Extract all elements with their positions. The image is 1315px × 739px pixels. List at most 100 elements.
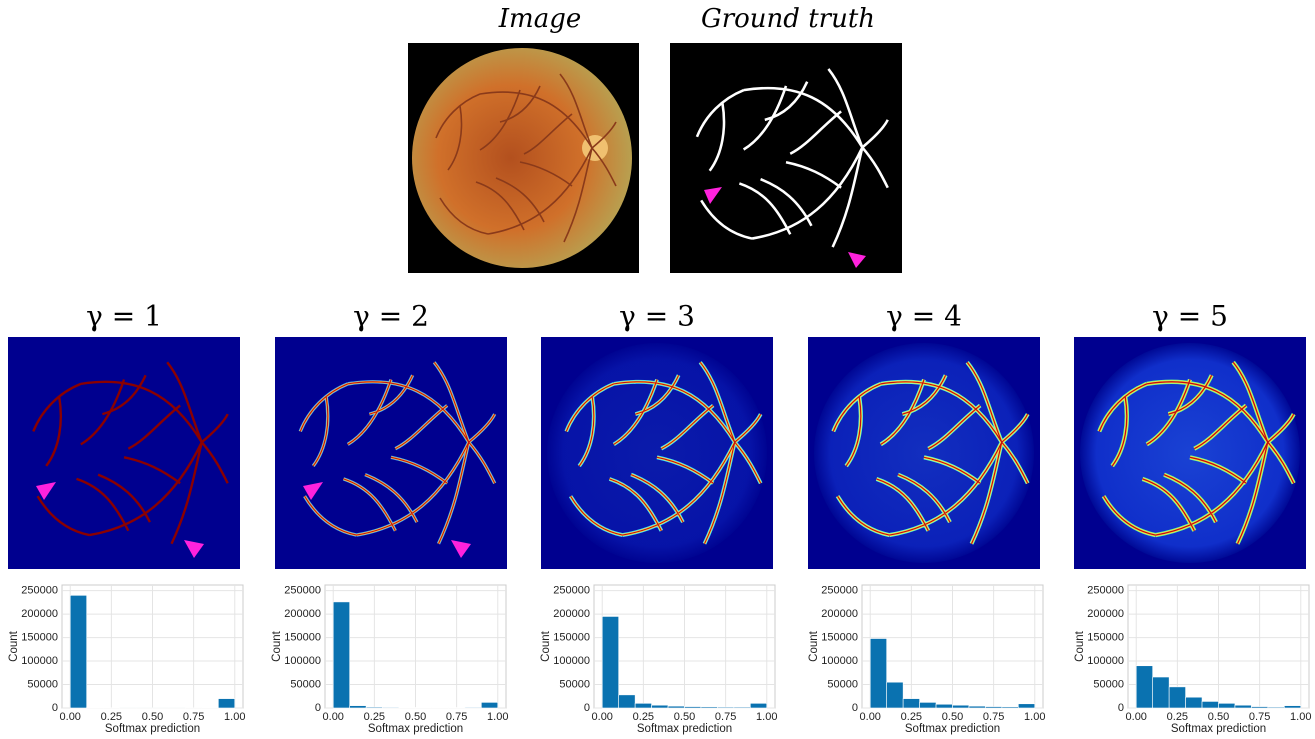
bar — [750, 703, 768, 709]
y-tick-label: 50000 — [827, 678, 858, 690]
bar — [1018, 703, 1036, 709]
x-axis-label: Softmax prediction — [637, 723, 732, 735]
heatmap-glow — [1080, 343, 1300, 563]
y-tick-label: 150000 — [284, 631, 321, 643]
y-tick-label: 200000 — [284, 608, 321, 620]
y-tick-label: 150000 — [1087, 631, 1124, 643]
bar — [1152, 676, 1170, 709]
arrow-marker — [36, 482, 56, 500]
bar — [332, 601, 350, 709]
y-tick-label: 0 — [584, 702, 590, 714]
x-tick-label: 0.50 — [942, 711, 963, 723]
x-axis-label: Softmax prediction — [905, 723, 1000, 735]
y-tick-label: 100000 — [1087, 655, 1124, 667]
x-tick-label: 0.00 — [1126, 711, 1147, 723]
y-tick-label: 200000 — [821, 608, 858, 620]
x-axis-label: Softmax prediction — [1171, 723, 1266, 735]
y-tick-label: 150000 — [821, 631, 858, 643]
x-tick-label: 1.00 — [1024, 711, 1045, 723]
heatmap-glow — [814, 343, 1034, 563]
y-tick-label: 50000 — [559, 678, 590, 690]
bar — [218, 698, 236, 709]
y-tick-label: 100000 — [553, 655, 590, 667]
bar — [684, 706, 702, 709]
x-tick-label: 0.50 — [674, 711, 695, 723]
x-tick-label: 0.75 — [1249, 711, 1270, 723]
bar — [919, 702, 937, 709]
bar — [618, 694, 636, 709]
arrow-marker — [184, 540, 204, 558]
y-tick-label: 0 — [52, 702, 58, 714]
bar — [1185, 696, 1203, 709]
panel-title: γ = 1 — [86, 300, 162, 333]
heatmap-glow — [547, 343, 767, 563]
y-axis-label: Count — [8, 630, 20, 661]
x-tick-label: 0.00 — [592, 711, 613, 723]
y-tick-label: 250000 — [1087, 585, 1124, 597]
ground-truth-image — [670, 43, 902, 273]
x-axis-label: Softmax prediction — [105, 723, 200, 735]
x-tick-label: 0.75 — [183, 711, 204, 723]
y-tick-label: 200000 — [21, 608, 58, 620]
bar — [733, 706, 751, 709]
bar — [382, 706, 400, 709]
y-tick-label: 250000 — [21, 585, 58, 597]
y-tick-label: 250000 — [821, 585, 858, 597]
y-tick-label: 200000 — [553, 608, 590, 620]
x-tick-label: 0.25 — [101, 711, 122, 723]
x-tick-label: 0.25 — [901, 711, 922, 723]
x-tick-label: 1.00 — [224, 711, 245, 723]
x-tick-label: 0.00 — [60, 711, 81, 723]
bar — [935, 703, 953, 709]
bar — [481, 702, 499, 709]
y-axis-label: Count — [808, 630, 820, 661]
panel-title: γ = 5 — [1152, 300, 1228, 333]
y-tick-label: 0 — [315, 702, 321, 714]
x-tick-label: 0.75 — [983, 711, 1004, 723]
bar — [968, 705, 986, 709]
ground-truth-title: Ground truth — [701, 4, 875, 34]
y-axis-label: Count — [540, 630, 552, 661]
y-tick-label: 250000 — [284, 585, 321, 597]
bar — [717, 706, 735, 709]
arrow-marker — [451, 540, 471, 558]
heatmap-bg — [8, 337, 240, 569]
y-axis-label: Count — [1074, 630, 1086, 661]
panel-title: γ = 2 — [353, 300, 429, 333]
fundus-image — [408, 43, 639, 273]
y-tick-label: 250000 — [553, 585, 590, 597]
y-tick-label: 150000 — [21, 631, 58, 643]
bar — [902, 698, 920, 709]
bar — [651, 704, 669, 709]
bar — [1234, 704, 1252, 709]
y-tick-label: 50000 — [1093, 678, 1124, 690]
y-tick-label: 50000 — [27, 678, 58, 690]
panel-title: γ = 3 — [619, 300, 695, 333]
bar — [985, 706, 1003, 709]
x-tick-label: 0.25 — [1167, 711, 1188, 723]
bar — [1001, 706, 1019, 709]
x-tick-label: 0.00 — [323, 711, 344, 723]
y-tick-label: 100000 — [821, 655, 858, 667]
bar — [1135, 665, 1153, 709]
bar — [1201, 701, 1219, 709]
x-tick-label: 0.25 — [633, 711, 654, 723]
bar — [667, 705, 685, 709]
bar — [700, 706, 718, 709]
y-tick-label: 100000 — [21, 655, 58, 667]
bar — [1251, 706, 1269, 709]
bar — [952, 704, 970, 709]
heatmap-bg — [275, 337, 507, 569]
y-tick-label: 0 — [852, 702, 858, 714]
x-tick-label: 1.00 — [1290, 711, 1311, 723]
bar — [365, 706, 383, 709]
x-tick-label: 1.00 — [487, 711, 508, 723]
y-axis-label: Count — [271, 630, 283, 661]
bar — [601, 616, 619, 709]
bar — [69, 595, 87, 709]
x-tick-label: 0.50 — [142, 711, 163, 723]
y-tick-label: 100000 — [284, 655, 321, 667]
bar — [869, 638, 887, 709]
bar — [349, 705, 367, 709]
